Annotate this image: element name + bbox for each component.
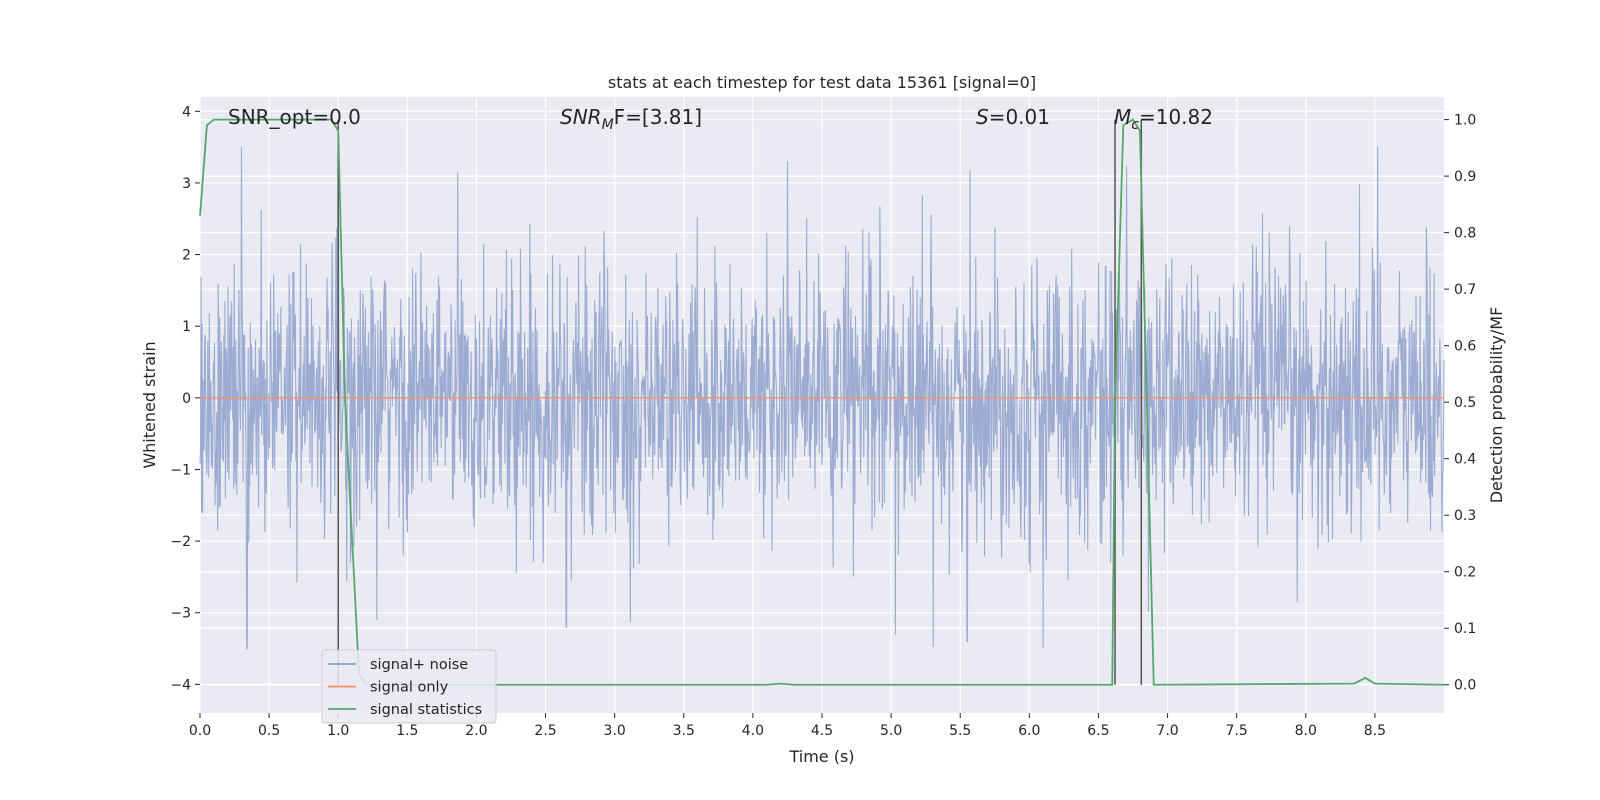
x-tick-label: 0.5: [258, 723, 280, 739]
x-tick-label: 0.0: [189, 723, 211, 739]
x-tick-label: 7.0: [1156, 723, 1178, 739]
y-right-tick-label: 0.3: [1454, 508, 1476, 524]
x-tick-label: 2.5: [534, 723, 556, 739]
y-left-tick-label: 3: [182, 176, 191, 192]
y-left-tick-label: 4: [182, 104, 191, 120]
x-tick-label: 1.0: [327, 723, 349, 739]
y-left-tick-label: −4: [170, 677, 191, 693]
x-tick-label: 4.0: [742, 723, 764, 739]
y-left-tick-label: 2: [182, 248, 191, 264]
legend-label: signal only: [370, 680, 449, 696]
stat-annotation: SNR_opt=0.0: [228, 105, 361, 129]
y-left-tick-label: 0: [182, 391, 191, 407]
y-right-tick-label: 0.5: [1454, 395, 1476, 411]
y-right-tick-label: 0.0: [1454, 678, 1476, 694]
stat-annotation: SNRMF=[3.81]: [560, 105, 702, 133]
x-tick-label: 8.0: [1295, 723, 1317, 739]
y-left-axis-label: Whitened strain: [140, 341, 159, 468]
noise-series-line: [199, 147, 1445, 650]
y-left-tick-label: −3: [170, 606, 191, 622]
x-tick-label: 3.5: [673, 723, 695, 739]
y-right-tick-label: 0.7: [1454, 282, 1476, 298]
legend-label: signal+ noise: [370, 657, 468, 673]
x-tick-label: 7.5: [1226, 723, 1248, 739]
x-tick-label: 1.5: [396, 723, 418, 739]
y-right-tick-label: 1.0: [1454, 113, 1476, 129]
legend-label: signal statistics: [370, 702, 482, 718]
y-left-tick-label: −1: [170, 462, 191, 478]
y-right-tick-label: 0.9: [1454, 169, 1476, 185]
x-tick-label: 2.0: [465, 723, 487, 739]
y-right-tick-label: 0.2: [1454, 565, 1476, 581]
chart-title: stats at each timestep for test data 153…: [608, 73, 1036, 92]
y-right-tick-label: 0.6: [1454, 339, 1476, 355]
x-tick-label: 6.5: [1087, 723, 1109, 739]
x-tick-label: 5.5: [949, 723, 971, 739]
x-tick-label: 4.5: [811, 723, 833, 739]
stat-annotation: S=0.01: [976, 105, 1050, 129]
stat-annotation: Mc=10.82: [1114, 105, 1213, 133]
x-tick-label: 8.5: [1364, 723, 1386, 739]
x-tick-label: 5.0: [880, 723, 902, 739]
signal-statistics-series-line: [199, 118, 1445, 686]
x-tick-label: 6.0: [1018, 723, 1040, 739]
y-right-tick-label: 0.8: [1454, 226, 1476, 242]
y-right-tick-label: 0.1: [1454, 621, 1476, 637]
y-right-axis-label: Detection probability/MF: [1487, 307, 1506, 504]
y-left-tick-label: −2: [170, 534, 191, 550]
x-axis-label: Time (s): [788, 747, 854, 766]
legend: [321, 649, 497, 724]
y-left-tick-label: 1: [182, 319, 191, 335]
y-right-tick-label: 0.4: [1454, 452, 1476, 468]
x-tick-label: 3.0: [604, 723, 626, 739]
